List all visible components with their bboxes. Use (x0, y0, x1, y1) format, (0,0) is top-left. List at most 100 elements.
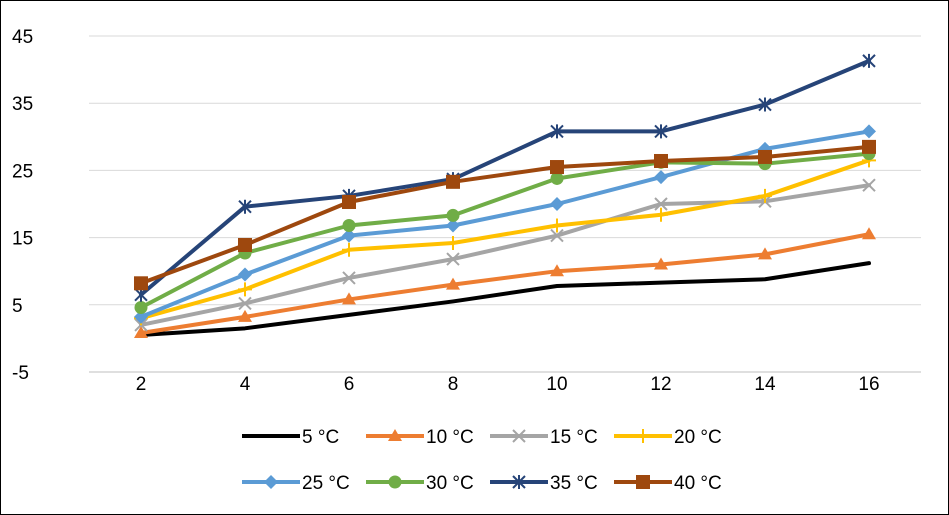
data-point-marker (238, 282, 252, 297)
data-point-marker (342, 228, 356, 243)
y-tick-label: 45 (12, 27, 33, 48)
y-tick-label: 35 (12, 94, 33, 115)
data-point-marker (134, 326, 148, 339)
series-line (139, 151, 871, 310)
series-line (139, 183, 871, 327)
data-point-marker (134, 300, 148, 314)
series-0 (139, 261, 871, 338)
legend-label: 10 °C (426, 427, 474, 448)
legend-label: 25 °C (302, 473, 350, 494)
data-point-marker (446, 174, 460, 189)
data-point-marker (550, 197, 564, 211)
data-point-marker (862, 139, 876, 154)
series-line (139, 261, 871, 338)
data-point-marker (654, 124, 668, 139)
data-point-marker (550, 228, 564, 243)
data-point-marker (654, 170, 668, 185)
data-point-marker (446, 218, 460, 233)
x-tick-label: 6 (344, 374, 355, 395)
data-point-marker (446, 208, 460, 222)
legend-swatch-marker (636, 429, 650, 443)
legend-label: 40 °C (674, 473, 722, 494)
series-line (139, 129, 871, 319)
data-point-marker (342, 194, 356, 209)
gridlines (89, 35, 921, 373)
x-tick-label: 2 (136, 374, 147, 395)
data-point-marker (550, 124, 564, 139)
y-tick-label: 15 (12, 229, 33, 250)
legend-swatch-marker (636, 475, 650, 489)
legend-swatch-marker (388, 429, 402, 441)
x-tick-label: 8 (448, 374, 459, 395)
data-point-marker (238, 267, 252, 282)
data-point-marker (654, 257, 668, 270)
data-point-marker (342, 271, 356, 285)
legend-swatch-marker (512, 475, 526, 489)
series-line (139, 158, 871, 321)
data-point-marker (342, 242, 356, 257)
y-tick-label: -5 (12, 363, 29, 384)
data-point-marker (862, 124, 876, 139)
data-point-marker (446, 252, 460, 266)
data-point-marker (134, 309, 148, 324)
data-point-marker (758, 97, 772, 112)
data-point-marker (446, 277, 460, 290)
data-point-marker (238, 237, 252, 252)
legend-entry: 10 °C (366, 427, 474, 448)
data-point-marker (862, 178, 876, 192)
legend-swatch-marker (512, 429, 526, 443)
x-axis-tick-labels: 2 4 6 8 10 12 14 16 (136, 374, 880, 395)
legend-label: 35 °C (550, 473, 598, 494)
x-tick-label: 16 (858, 374, 879, 395)
legend-label: 5 °C (302, 427, 339, 448)
data-point-marker (654, 197, 668, 211)
data-point-marker (758, 149, 772, 164)
legend-entry: 35 °C (490, 473, 598, 494)
series-7 (134, 139, 876, 291)
data-point-marker (550, 264, 564, 277)
data-point-marker (654, 153, 668, 168)
y-axis-tick-labels: 45 35 25 15 5 -5 (12, 27, 33, 384)
legend-swatch-marker (264, 475, 278, 489)
data-point-marker (862, 227, 876, 240)
series-line (139, 232, 871, 336)
y-tick-label: 25 (12, 161, 33, 182)
data-point-marker (758, 247, 772, 260)
series-line (139, 58, 871, 297)
legend-entry: 40 °C (614, 473, 722, 494)
legend-label: 30 °C (426, 473, 474, 494)
data-point-marker (862, 53, 876, 68)
data-point-marker (550, 218, 564, 233)
data-point-marker (446, 235, 460, 250)
data-point-marker (342, 219, 356, 233)
legend-entry: 15 °C (490, 427, 598, 448)
x-tick-label: 4 (240, 374, 251, 395)
data-point-marker (550, 171, 564, 185)
legend-entry: 5 °C (242, 427, 339, 448)
x-tick-label: 12 (650, 374, 671, 395)
legend-label: 15 °C (550, 427, 598, 448)
data-point-marker (758, 188, 772, 203)
series-line (139, 144, 871, 286)
legend-entry: 20 °C (614, 427, 722, 448)
data-point-marker (238, 296, 252, 311)
legend-entry: 30 °C (366, 473, 474, 494)
y-tick-label: 5 (12, 296, 23, 317)
series-1 (134, 227, 876, 339)
data-point-marker (238, 199, 252, 214)
data-point-marker (654, 207, 668, 222)
x-tick-label: 10 (546, 374, 567, 395)
data-point-marker (238, 309, 252, 322)
data-point-marker (550, 160, 564, 175)
data-point-marker (134, 276, 148, 291)
data-point-marker (342, 292, 356, 305)
x-tick-label: 14 (754, 374, 776, 395)
legend-swatch-marker (388, 475, 402, 489)
legend-label: 20 °C (674, 427, 722, 448)
series-lines (134, 53, 876, 339)
legend: 5 °C 10 °C 15 °C 20 °C 25 °C 30 °C 35 °C 40 °C (242, 427, 722, 494)
series-6 (134, 53, 876, 302)
series-4 (134, 124, 876, 324)
